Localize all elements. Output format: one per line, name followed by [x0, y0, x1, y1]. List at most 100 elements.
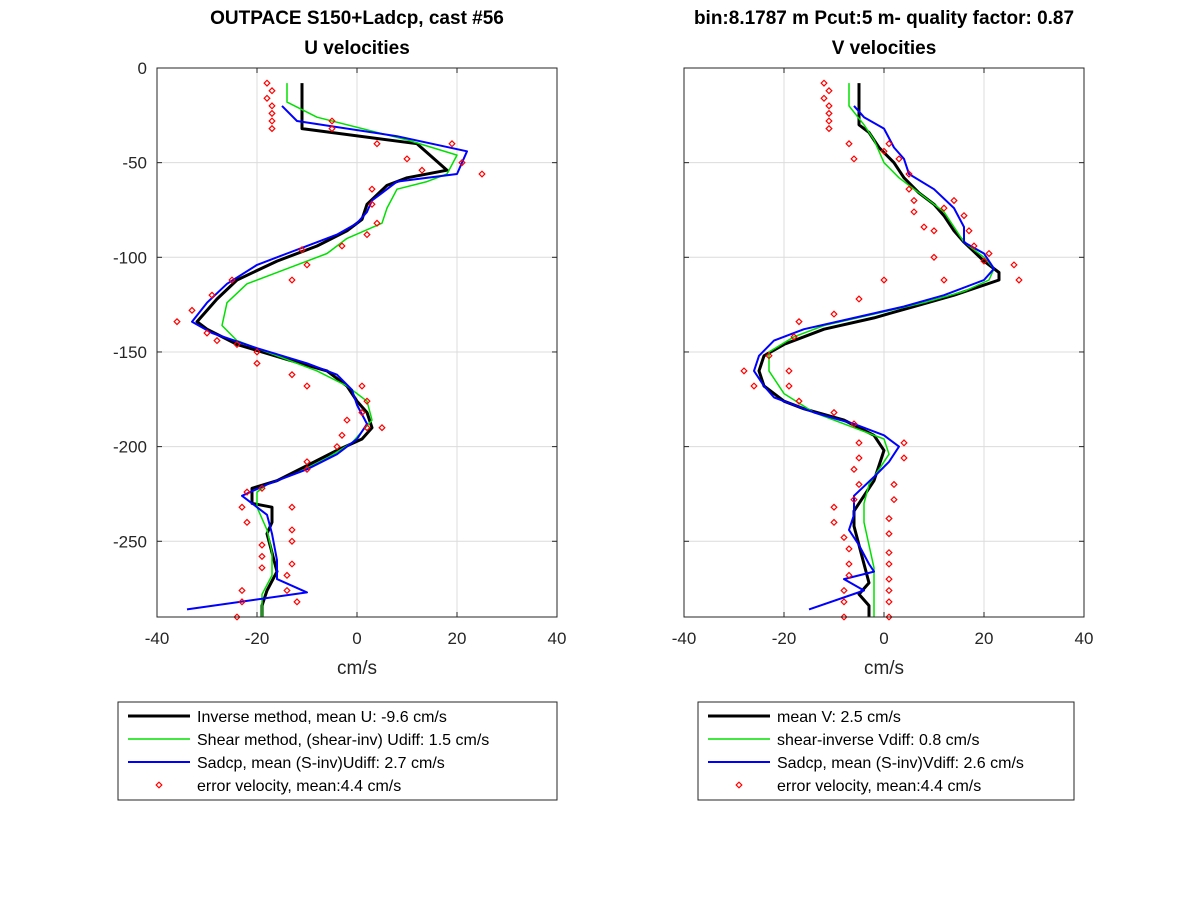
u-error-marker: [233, 613, 241, 621]
v-error-marker: [885, 575, 893, 583]
u-x-tick-label: 40: [548, 629, 567, 648]
v-error-marker: [985, 249, 993, 258]
u-x-tick-label: 20: [448, 629, 467, 648]
u-error-marker: [303, 465, 311, 474]
v-x-tick-label: 20: [975, 629, 994, 648]
u-error-marker: [288, 276, 296, 284]
u-error-marker: [213, 336, 221, 345]
u-error-marker: [288, 503, 296, 511]
u-error-marker: [243, 518, 251, 527]
v-error-marker: [825, 124, 833, 133]
v-error-marker: [940, 204, 948, 212]
v-error-marker: [785, 367, 793, 375]
v-error-marker: [855, 480, 863, 489]
v-error-marker: [885, 548, 893, 557]
u-error-marker: [203, 329, 211, 337]
v-error-marker: [840, 533, 848, 542]
u-error-marker: [333, 442, 341, 451]
u-error-marker: [283, 571, 291, 580]
v-error-marker: [910, 208, 918, 216]
v-error-marker: [825, 109, 833, 118]
u-y-tick-label: -150: [113, 343, 147, 362]
u-error-marker: [478, 170, 486, 178]
u-error-marker: [368, 185, 376, 193]
v-x-tick-label: -40: [672, 629, 697, 648]
v-error-marker: [850, 495, 858, 504]
v-error-marker: [825, 117, 833, 125]
v-x-tick-label: 0: [879, 629, 888, 648]
v-x-tick-label: -20: [772, 629, 797, 648]
u-error-marker: [233, 340, 241, 349]
u-legend-label-error: error velocity, mean:4.4 cm/s: [197, 778, 401, 795]
u-error-marker: [173, 317, 181, 326]
u-error-marker: [373, 140, 381, 148]
v-x-tick-label: 40: [1075, 629, 1094, 648]
v-error-marker: [825, 102, 833, 110]
v-plot-area: [740, 79, 1023, 621]
v-error-marker: [890, 495, 898, 504]
v-error-marker: [845, 571, 853, 580]
u-chart-title-line1: OUTPACE S150+Ladcp, cast #56: [210, 8, 504, 29]
v-error-marker: [930, 227, 938, 235]
u-error-marker: [263, 94, 271, 102]
u-error-marker: [208, 291, 216, 299]
u-error-marker: [188, 306, 196, 314]
v-legend-label-mean: mean V: 2.5 cm/s: [777, 709, 901, 726]
u-error-marker: [293, 598, 301, 606]
u-x-tick-label: 0: [352, 629, 361, 648]
v-error-marker: [820, 79, 828, 87]
u-error-marker: [258, 541, 266, 549]
u-error-marker: [328, 124, 336, 133]
v-error-marker: [905, 185, 913, 193]
u-error-marker: [378, 424, 386, 432]
v-error-marker: [910, 196, 918, 205]
u-error-marker: [363, 424, 371, 432]
v-error-marker: [900, 439, 908, 447]
u-error-marker: [268, 102, 276, 110]
u-error-marker: [258, 552, 266, 561]
u-error-marker: [373, 219, 381, 227]
v-error-marker: [880, 147, 888, 155]
v-error-marker: [830, 310, 838, 318]
v-error-marker: [1010, 261, 1018, 269]
u-legend-label-shear: Shear method, (shear-inv) Udiff: 1.5 cm/…: [197, 732, 489, 749]
u-error-marker: [338, 242, 346, 250]
u-error-marker: [268, 109, 276, 118]
v-error-marker: [885, 560, 893, 568]
u-error-marker: [288, 560, 296, 568]
v-error-marker: [950, 196, 958, 205]
u-error-marker: [338, 431, 346, 439]
v-error-marker: [765, 352, 773, 360]
v-error-marker: [845, 140, 853, 148]
u-error-marker: [358, 382, 366, 390]
v-error-marker: [830, 503, 838, 511]
u-error-marker: [263, 79, 271, 87]
v-error-marker: [795, 397, 803, 405]
u-grid: [157, 68, 557, 617]
v-error-marker: [850, 420, 858, 428]
u-y-tick-label: -250: [113, 532, 147, 551]
u-error-marker: [368, 200, 376, 208]
u-error-marker: [363, 230, 371, 239]
v-error-marker: [970, 242, 978, 250]
u-error-marker: [288, 526, 296, 534]
u-legend-box: [117, 701, 558, 801]
v-error-marker: [795, 317, 803, 326]
u-error-marker: [228, 276, 236, 284]
v-error-marker: [840, 586, 848, 595]
u-error-marker: [343, 416, 351, 424]
u-error-marker: [268, 117, 276, 125]
v-legend-label-sadcp: Sadcp, mean (S-inv)Vdiff: 2.6 cm/s: [777, 755, 1024, 772]
u-legend-swatch-error: [155, 781, 163, 789]
v-error-marker: [830, 518, 838, 527]
v-error-marker: [940, 276, 948, 284]
v-error-marker: [855, 454, 863, 462]
v-error-marker: [895, 155, 903, 163]
v-error-marker: [885, 140, 893, 148]
u-error-marker: [258, 564, 266, 572]
v-chart-title-line2: V velocities: [832, 38, 937, 59]
v-error-marker: [920, 223, 928, 231]
v-error-marker: [885, 586, 893, 595]
v-error-marker: [880, 276, 888, 284]
